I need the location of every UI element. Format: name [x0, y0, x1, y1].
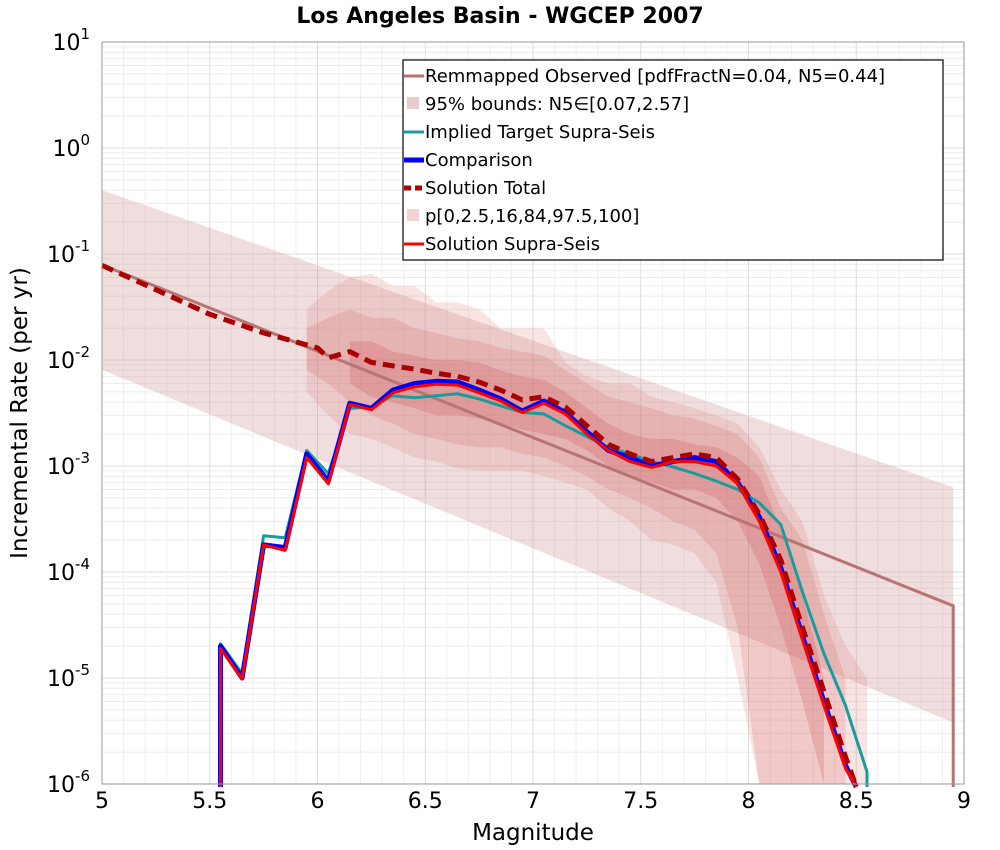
data-series [100, 263, 955, 789]
legend-entry-label: 95% bounds: N5∈[0.07,2.57] [425, 94, 689, 115]
series-solution-supra-seis [219, 382, 858, 788]
y-tick-base: 10 [47, 773, 75, 798]
y-tick-label: 10-2 [47, 343, 90, 374]
legend-entry-label: p[0,2.5,16,84,97.5,100] [425, 206, 639, 227]
x-tick-label: 6.5 [408, 789, 443, 814]
y-tick-base: 10 [47, 667, 75, 692]
band-95-bounds [102, 190, 954, 723]
y-tick-exponent: -2 [75, 343, 90, 361]
y-tick-exponent: -4 [75, 555, 90, 573]
x-axis-ticks: 5 5.5 6 6.5 7 7.5 8 8.5 9 [95, 789, 971, 814]
band-p16-84 [349, 341, 824, 784]
x-tick-label: 7.5 [623, 789, 658, 814]
x-tick-label: 5 [95, 789, 109, 814]
series-implied-target-supra-seis [219, 392, 869, 787]
y-tick-label: 101 [52, 25, 90, 56]
band-p0-100 [306, 273, 867, 784]
y-tick-exponent: -1 [75, 237, 90, 255]
y-tick-label: 10-3 [47, 449, 90, 480]
legend: Remmapped Observed [pdfFractN=0.04, N5=0… [402, 59, 944, 261]
legend-entry-label: Remmapped Observed [pdfFractN=0.04, N5=0… [425, 66, 885, 87]
percentile-bands [102, 190, 954, 784]
y-tick-exponent: -6 [75, 767, 90, 785]
x-tick-label: 6 [311, 789, 325, 814]
y-tick-base: 10 [52, 31, 80, 56]
x-axis-title: Magnitude [472, 820, 594, 846]
legend-entry-label: Solution Supra-Seis [425, 234, 600, 255]
y-tick-label: 100 [52, 131, 90, 162]
plot-frame [101, 41, 965, 785]
legend-entry-label: Implied Target Supra-Seis [425, 122, 655, 143]
y-tick-exponent: -5 [75, 661, 90, 679]
y-tick-base: 10 [47, 455, 75, 480]
y-tick-label: 10-4 [47, 555, 90, 586]
y-tick-exponent: -3 [75, 449, 90, 467]
series-remmapped-observed [101, 263, 955, 787]
y-axis-title: Incremental Rate (per yr) [7, 267, 33, 559]
legend-entry-label: Solution Total [425, 178, 546, 199]
x-tick-label: 8 [742, 789, 756, 814]
x-tick-label: 7 [526, 789, 540, 814]
y-tick-base: 10 [47, 561, 75, 586]
x-tick-label: 8.5 [839, 789, 874, 814]
legend-box [402, 59, 944, 261]
y-tick-label: 10-1 [47, 237, 90, 268]
legend-swatch-band [407, 209, 419, 221]
y-tick-exponent: 1 [80, 25, 90, 43]
y-tick-label: 10-6 [47, 767, 90, 798]
legend-swatch-band [407, 97, 419, 109]
x-tick-label: 5.5 [192, 789, 227, 814]
y-tick-base: 10 [47, 349, 75, 374]
y-tick-base: 10 [52, 137, 80, 162]
y-tick-base: 10 [47, 243, 75, 268]
legend-entry-label: Comparison [425, 150, 533, 171]
chart-title: Los Angeles Basin - WGCEP 2007 [296, 4, 703, 29]
x-tick-label: 9 [957, 789, 971, 814]
y-tick-label: 10-5 [47, 661, 90, 692]
band-p2-5-97-5 [306, 309, 846, 784]
y-tick-exponent: 0 [80, 131, 90, 149]
